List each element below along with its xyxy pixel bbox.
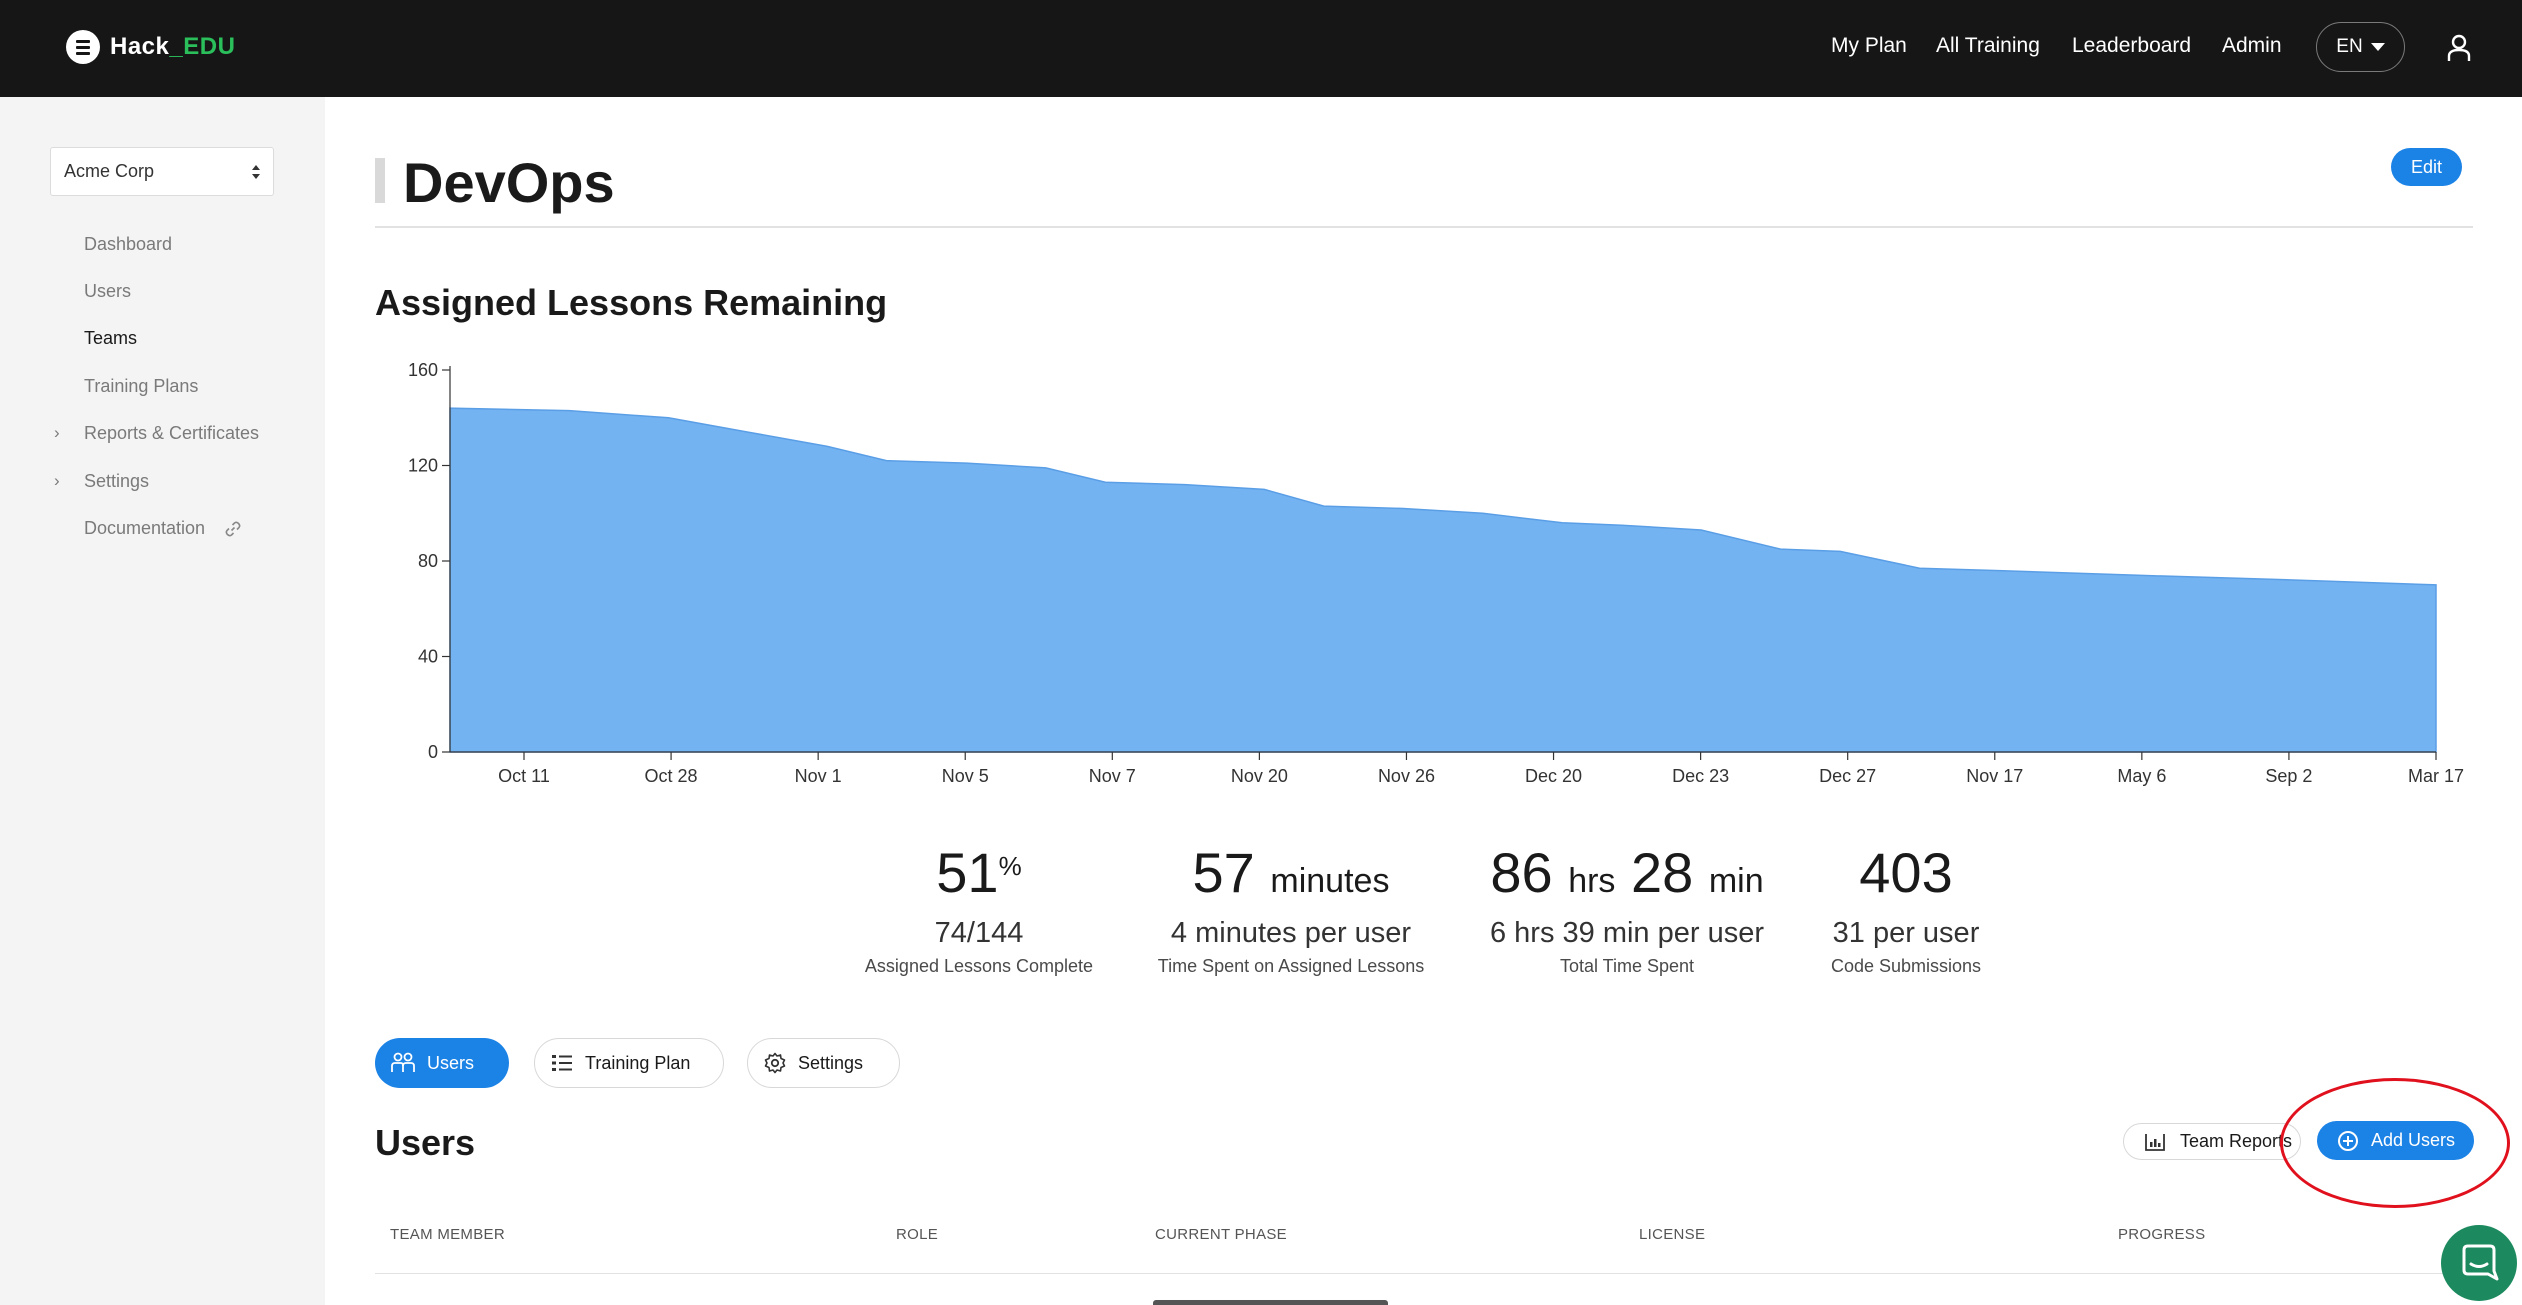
brand-name: Hack_EDU (110, 33, 236, 60)
add-users-label: Add Users (2371, 1130, 2456, 1150)
user-profile-icon[interactable] (2447, 34, 2471, 62)
stat-code-submissions-sub: 31 per user (1832, 917, 1980, 949)
chart-x-tick-label: Nov 17 (1966, 766, 2023, 786)
title-divider (375, 226, 2473, 228)
chart-x-tick-label: Oct 11 (498, 766, 550, 786)
stat-time-assigned: 57 minutes 4 minutes per user Time Spent… (1158, 845, 1425, 977)
sidebar: Acme Corp Dashboard Users Teams Training… (0, 97, 325, 1305)
select-arrows-icon (252, 165, 260, 179)
chart-x-tick-label: May 6 (2117, 766, 2166, 786)
stat-code-submissions: 403 31 per user Code Submissions (1831, 845, 1981, 977)
sidebar-item-training-plans[interactable]: Training Plans (84, 376, 199, 396)
stat-time-assigned-value: 57 minutes (1192, 841, 1390, 904)
sidebar-item-users[interactable]: Users (84, 281, 132, 301)
plus-circle-icon (2338, 1130, 2358, 1151)
top-nav-bar: Hack_EDU My Plan All Training Leaderboar… (0, 0, 2522, 97)
tab-settings[interactable]: Settings (747, 1038, 900, 1088)
tab-users[interactable]: Users (375, 1038, 509, 1088)
language-label: EN (2336, 36, 2363, 57)
chart-x-tick-label: Dec 23 (1672, 766, 1729, 786)
tab-settings-label: Settings (798, 1052, 864, 1073)
report-chart-icon (2145, 1133, 2165, 1151)
caret-down-icon (2370, 43, 2385, 51)
chart-y-tick-label: 120 (408, 456, 438, 476)
chart-y-tick-label: 0 (428, 742, 438, 762)
stat-lessons-complete-value: 51% (936, 841, 1022, 904)
chart-x-tick-label: Nov 20 (1231, 766, 1288, 786)
chart-x-tick-label: Oct 28 (645, 766, 698, 786)
sidebar-item-documentation[interactable]: Documentation (84, 518, 242, 539)
chart-area-series (449, 407, 2437, 753)
team-reports-button[interactable]: Team Reports (2123, 1123, 2301, 1160)
chart-x-tick-label: Mar 17 (2408, 766, 2464, 786)
column-header-license[interactable]: LICENSE (1639, 1226, 1706, 1243)
chart-y-tick-label: 40 (418, 647, 438, 667)
stat-time-assigned-caption: Time Spent on Assigned Lessons (1157, 956, 1425, 976)
column-header-team-member[interactable]: TEAM MEMBER (390, 1226, 505, 1243)
nav-admin[interactable]: Admin (2222, 34, 2282, 57)
chart-x-tick-label: Dec 20 (1525, 766, 1582, 786)
add-users-button[interactable]: Add Users (2317, 1121, 2474, 1160)
stat-total-time-caption: Total Time Spent (1559, 956, 1695, 976)
gear-icon (764, 1052, 786, 1074)
page-title: DevOps (403, 151, 615, 214)
organization-select[interactable]: Acme Corp (50, 147, 274, 196)
stat-time-assigned-sub: 4 minutes per user (1170, 917, 1412, 949)
chat-support-button[interactable] (2441, 1225, 2517, 1301)
table-header-divider (375, 1273, 2473, 1274)
team-users-icon (391, 1052, 415, 1072)
chart-x-tick-label: Nov 7 (1089, 766, 1136, 786)
sidebar-item-reports-certificates[interactable]: Reports & Certificates (84, 423, 260, 443)
nav-my-plan[interactable]: My Plan (1831, 34, 1907, 57)
chevron-right-icon[interactable]: › (54, 471, 60, 490)
language-selector[interactable]: EN (2316, 22, 2405, 72)
organization-select-value: Acme Corp (64, 161, 155, 181)
chart-x-tick-label: Nov 5 (942, 766, 989, 786)
edit-button[interactable]: Edit (2391, 148, 2462, 186)
chat-icon (2462, 1244, 2499, 1281)
sidebar-item-settings[interactable]: Settings (84, 471, 150, 491)
external-link-icon (225, 521, 241, 537)
table-row (1153, 1300, 1388, 1305)
assigned-lessons-chart: 0 40 80 120 160 Oct 11 Oct 28 Nov 1 Nov 5 Nov 7 No… (408, 360, 2464, 786)
title-accent-bar (375, 158, 385, 203)
sidebar-item-dashboard[interactable]: Dashboard (84, 234, 173, 254)
tab-training-plan[interactable]: Training Plan (534, 1038, 724, 1088)
tab-users-label: Users (427, 1052, 475, 1073)
brand-logo[interactable]: Hack_EDU (66, 30, 235, 64)
nav-leaderboard[interactable]: Leaderboard (2072, 34, 2192, 57)
chart-y-tick-label: 80 (418, 551, 438, 571)
chart-section-title: Assigned Lessons Remaining (375, 282, 888, 323)
tab-training-plan-label: Training Plan (585, 1052, 691, 1073)
chart-x-tick-label: Nov 26 (1378, 766, 1435, 786)
stat-code-submissions-caption: Code Submissions (1830, 956, 1982, 976)
stat-lessons-complete-caption: Assigned Lessons Complete (864, 956, 1094, 976)
chart-x-tick-label: Nov 1 (795, 766, 842, 786)
chart-y-tick-label: 160 (408, 360, 438, 380)
column-header-progress[interactable]: PROGRESS (2118, 1226, 2206, 1243)
nav-all-training[interactable]: All Training (1936, 34, 2040, 57)
chart-x-tick-label: Dec 27 (1819, 766, 1876, 786)
stat-lessons-complete-sub: 74/144 (934, 917, 1024, 949)
users-section-title: Users (375, 1122, 476, 1163)
stat-total-time-sub: 6 hrs 39 min per user (1489, 917, 1765, 949)
column-header-current-phase[interactable]: CURRENT PHASE (1155, 1226, 1287, 1243)
column-header-role[interactable]: ROLE (896, 1226, 939, 1243)
stat-total-time: 86 hrs 28 min 6 hrs 39 min per user Tota… (1490, 845, 1764, 977)
list-checks-icon (552, 1055, 572, 1071)
sidebar-item-teams[interactable]: Teams (84, 328, 138, 348)
stat-code-submissions-value: 403 (1859, 841, 1953, 904)
sidebar-item-documentation-label: Documentation (84, 518, 206, 538)
stat-lessons-complete: 51% 74/144 Assigned Lessons Complete (865, 845, 1093, 977)
chevron-right-icon[interactable]: › (54, 423, 60, 442)
stat-total-time-value: 86 hrs 28 min (1490, 841, 1764, 904)
team-reports-label: Team Reports (2180, 1131, 2293, 1151)
chart-x-tick-label: Sep 2 (2265, 766, 2312, 786)
logo-icon (66, 30, 100, 64)
